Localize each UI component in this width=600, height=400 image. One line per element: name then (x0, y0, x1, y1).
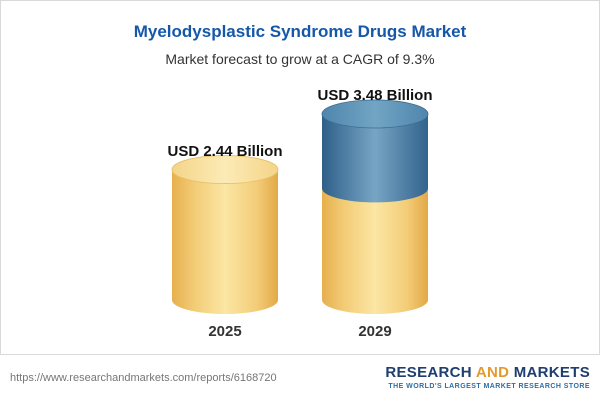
brand-name: RESEARCH AND MARKETS (385, 363, 590, 382)
chart-title: Myelodysplastic Syndrome Drugs Market (133, 22, 467, 41)
brand-word-and: AND (475, 363, 510, 381)
report-url-link[interactable]: https://www.researchandmarkets.com/repor… (10, 372, 277, 384)
footer: https://www.researchandmarkets.com/repor… (0, 356, 600, 400)
brand-tagline: THE WORLD'S LARGEST MARKET RESEARCH STOR… (388, 383, 590, 391)
cylinders-graphic (171, 99, 429, 314)
brand-word-markets: MARKETS (513, 363, 590, 381)
year-label-2029: 2029 (358, 323, 392, 340)
brand-word-research: RESEARCH (385, 363, 472, 381)
cylinder-bar-chart: USD 2.44 Billion USD 3.48 Billion 2025 2… (1, 85, 599, 353)
value-label-2029: USD 3.48 Billion (317, 87, 433, 104)
year-label-2025: 2025 (208, 323, 242, 340)
chart-subtitle: Market forecast to grow at a CAGR of 9.3… (165, 51, 435, 67)
chart-card: Myelodysplastic Syndrome Drugs Market Ma… (0, 0, 600, 355)
value-label-2025: USD 2.44 Billion (167, 142, 283, 160)
brand-logo: RESEARCH AND MARKETS THE WORLD'S LARGEST… (385, 363, 590, 391)
